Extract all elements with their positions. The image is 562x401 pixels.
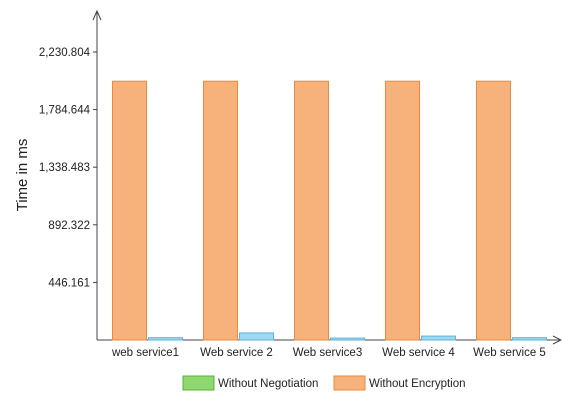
bar-series-2-3 [421, 335, 456, 341]
bar-series-1-2 [294, 80, 329, 341]
bar-series-1-0 [112, 80, 147, 341]
legend-swatch-without-encryption [333, 375, 366, 391]
x-category-label: Web service3 [293, 347, 362, 359]
bar-series-2-2 [330, 337, 365, 341]
y-axis-arrow-icon [92, 9, 102, 21]
bar-series-1-1 [203, 80, 238, 341]
legend-label-without-encryption: Without Encryption [369, 378, 466, 390]
bar-series-1-3 [385, 80, 420, 341]
bar-series-2-0 [148, 337, 183, 341]
y-tick-label: 1,784.644 [39, 105, 91, 117]
x-category-label: Web service 4 [382, 347, 455, 359]
y-tick-label: 446.161 [48, 277, 90, 289]
x-axis-arrow-icon [552, 335, 562, 345]
y-tick-label: 892.322 [48, 220, 90, 232]
bar-series-2-4 [512, 337, 547, 341]
x-category-label: Web service 5 [473, 347, 546, 359]
legend-swatch-without-negotiation [182, 375, 215, 391]
x-category-label: web service1 [111, 347, 179, 359]
bar-series-1-4 [476, 80, 511, 341]
y-tick-label: 1,338.483 [39, 162, 90, 174]
y-tick-label: 2,230.804 [39, 47, 91, 59]
bar-series-2-1 [239, 332, 274, 341]
legend: Without Negotiation Without Encryption [182, 375, 466, 391]
y-axis-label: Time in ms [14, 139, 31, 212]
legend-label-without-negotiation: Without Negotiation [218, 378, 318, 390]
x-category-label: Web service 2 [200, 347, 273, 359]
